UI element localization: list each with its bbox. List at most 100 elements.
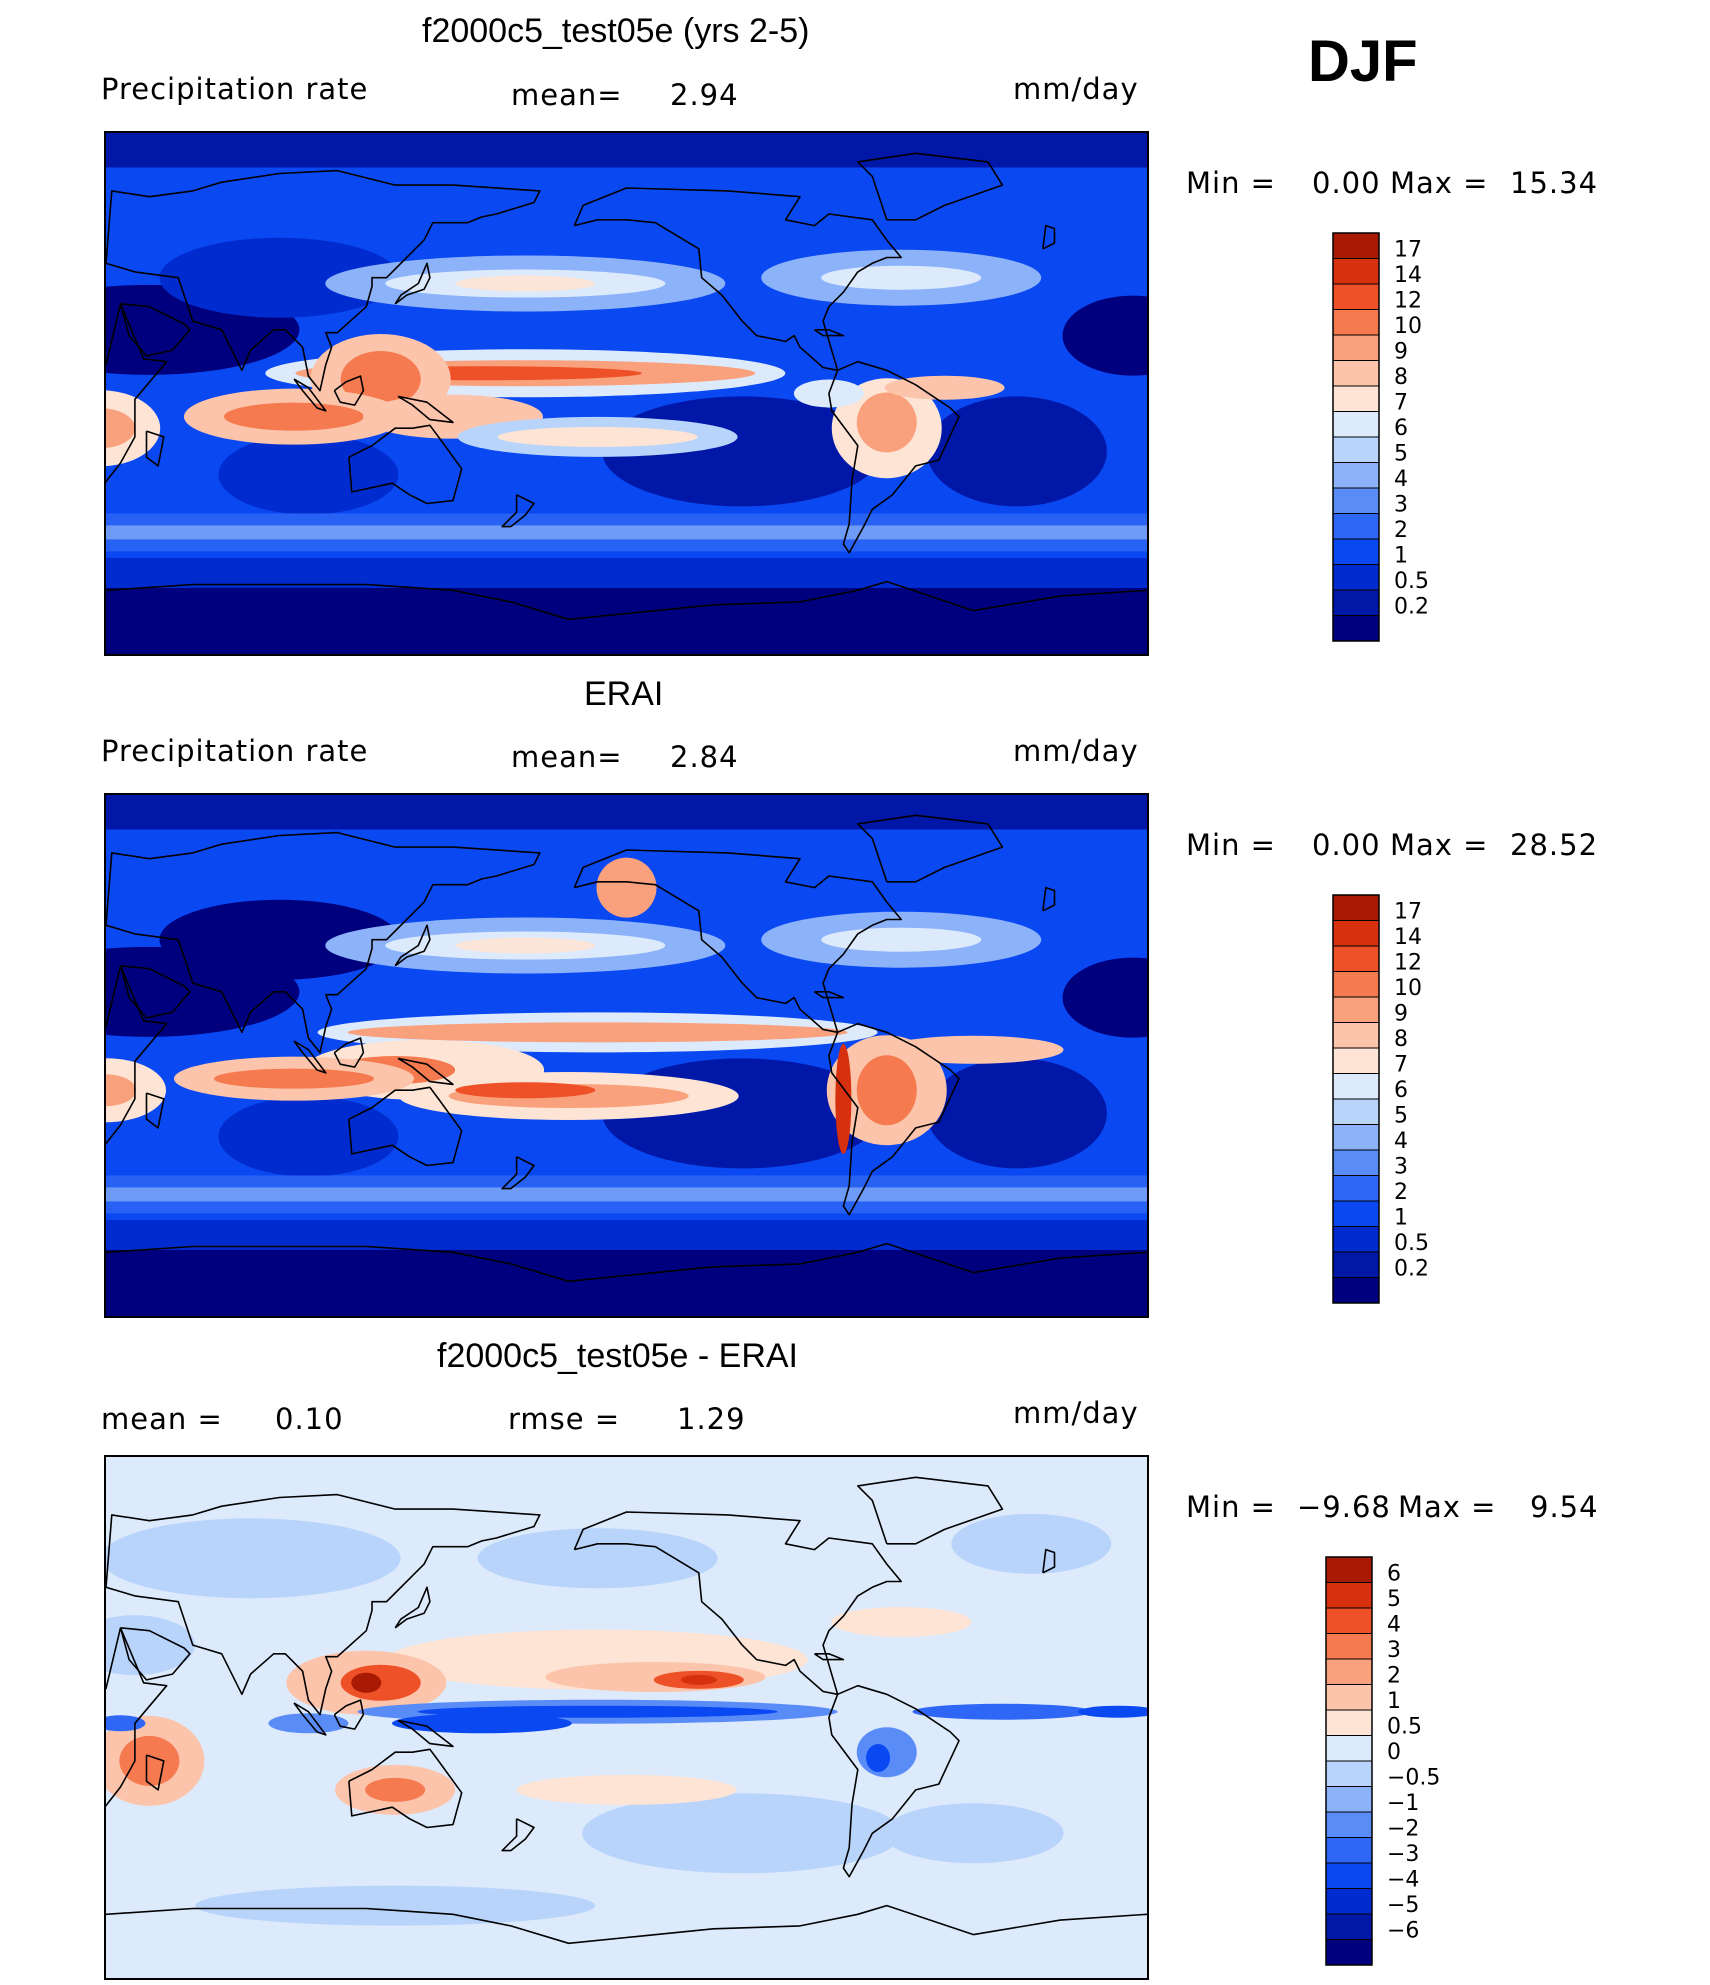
colorbar-swatch [1332, 1277, 1380, 1304]
colorbar-swatch [1332, 1047, 1380, 1074]
colorbar-swatch [1332, 1073, 1380, 1100]
colorbar-tick-label: 6 [1394, 1078, 1408, 1103]
colorbar-tick-label: 2 [1387, 1664, 1401, 1689]
colorbar: 17 14 12 10 9 8 7 6 5 4 3 2 1 0.5 0.2 [1332, 894, 1452, 1306]
colorbar-swatch [1332, 309, 1380, 336]
colorbar-tick-label: 3 [1387, 1638, 1401, 1663]
coastline [857, 1476, 1004, 1545]
coastline [1042, 1548, 1056, 1574]
colorbar-swatch [1325, 1939, 1373, 1966]
difference-field [106, 1457, 1147, 1978]
coastline [501, 1818, 535, 1852]
coastline [394, 924, 431, 967]
mean-label: mean= [511, 740, 623, 774]
colorbar-tick-label: 7 [1394, 391, 1408, 416]
colorbar-swatch [1332, 1175, 1380, 1202]
units-label: mm/day [1013, 734, 1139, 768]
coastline [119, 1627, 191, 1681]
colorbar-swatch [1332, 538, 1380, 565]
colorbar-tick-label: 6 [1394, 416, 1408, 441]
colorbar-tick-label: −3 [1387, 1842, 1419, 1867]
colorbar-swatch [1325, 1913, 1373, 1940]
colorbar-tick-label: 7 [1394, 1053, 1408, 1078]
colorbar-tick-label: 1 [1394, 544, 1408, 569]
max-label: Max = [1390, 166, 1489, 200]
colorbar-tick-label: 10 [1394, 976, 1422, 1001]
coastline [828, 360, 960, 554]
colorbar-tick-label: 4 [1394, 1129, 1408, 1154]
colorbar-swatch [1332, 232, 1380, 259]
colorbar-tick-label: 4 [1394, 467, 1408, 492]
colorbar-tick-label: −2 [1387, 1817, 1419, 1842]
coastline [119, 303, 191, 357]
season-label: DJF [1308, 29, 1418, 94]
max-label: Max = [1390, 828, 1489, 862]
coastline [106, 1904, 1147, 1945]
colorbar-tick-label: 5 [1387, 1587, 1401, 1612]
colorbar: 17 14 12 10 9 8 7 6 5 4 3 2 1 0.5 0.2 [1332, 232, 1452, 644]
coastline [857, 152, 1004, 221]
coastline [348, 424, 463, 505]
colorbar-swatch [1332, 334, 1380, 361]
colorbar-swatch [1332, 385, 1380, 412]
colorbar: 6 5 4 3 2 1 0.5 0 −0.5 −1 −2 −3 −4 −5 −6 [1325, 1556, 1445, 1968]
mean-value: 2.94 [670, 78, 739, 112]
colorbar-swatch [1332, 945, 1380, 972]
colorbar-tick-label: 1 [1394, 1206, 1408, 1231]
coastline [106, 1627, 168, 1807]
rmse-label: rmse = [508, 1402, 621, 1436]
coastline [333, 375, 365, 406]
coastline [501, 494, 535, 528]
colorbar-tick-label: 17 [1394, 900, 1422, 925]
coastline [145, 1754, 165, 1791]
colorbar-tick-label: 9 [1394, 1002, 1408, 1027]
coastline [828, 1684, 960, 1878]
colorbar-tick-label: 10 [1394, 314, 1422, 339]
colorbar-swatch [1332, 1251, 1380, 1278]
coastline [106, 580, 1147, 621]
coastline [1042, 886, 1056, 912]
coastline [106, 1493, 541, 1716]
colorbar-swatch [1325, 1888, 1373, 1915]
coastline [106, 1242, 1147, 1283]
colorbar-tick-label: 1 [1387, 1689, 1401, 1714]
colorbar-swatch [1332, 564, 1380, 591]
colorbar-tick-label: 8 [1394, 365, 1408, 390]
mean-value: 0.10 [275, 1402, 344, 1436]
colorbar-tick-label: −5 [1387, 1893, 1419, 1918]
colorbar-tick-label: −1 [1387, 1791, 1419, 1816]
colorbar-swatch [1325, 1837, 1373, 1864]
colorbar-swatch [1332, 462, 1380, 489]
coastline [119, 965, 191, 1019]
colorbar-swatch [1325, 1582, 1373, 1609]
colorbar-swatch [1332, 411, 1380, 438]
coastline [145, 430, 165, 467]
colorbar-swatch [1332, 487, 1380, 514]
colorbar-swatch [1332, 283, 1380, 310]
coastline [394, 262, 431, 305]
min-value: 0.00 [1312, 166, 1381, 200]
colorbar-tick-label: 12 [1394, 951, 1422, 976]
colorbar-swatch [1332, 258, 1380, 285]
coastline [1042, 224, 1056, 250]
min-label: Min = [1186, 828, 1276, 862]
colorbar-tick-label: 0.5 [1394, 569, 1429, 594]
colorbar-swatch [1332, 894, 1380, 921]
panel-title: ERAI [584, 675, 664, 713]
panel-title: f2000c5_test05e (yrs 2-5) [422, 12, 810, 50]
colorbar-tick-label: 0.5 [1387, 1715, 1422, 1740]
coastline [814, 1653, 845, 1661]
colorbar-tick-label: 3 [1394, 1155, 1408, 1180]
coastline [293, 378, 327, 412]
colorbar-swatch [1332, 360, 1380, 387]
map-plot [104, 1455, 1149, 1980]
coastline [828, 1022, 960, 1216]
colorbar-swatch [1332, 920, 1380, 947]
coastline [814, 329, 845, 337]
coastline [106, 965, 168, 1145]
colorbar-tick-label: 0.5 [1394, 1231, 1429, 1256]
coastline [293, 1040, 327, 1074]
colorbar-tick-label: 14 [1394, 925, 1422, 950]
colorbar-tick-label: 14 [1394, 263, 1422, 288]
variable-label: Precipitation rate [101, 72, 369, 106]
